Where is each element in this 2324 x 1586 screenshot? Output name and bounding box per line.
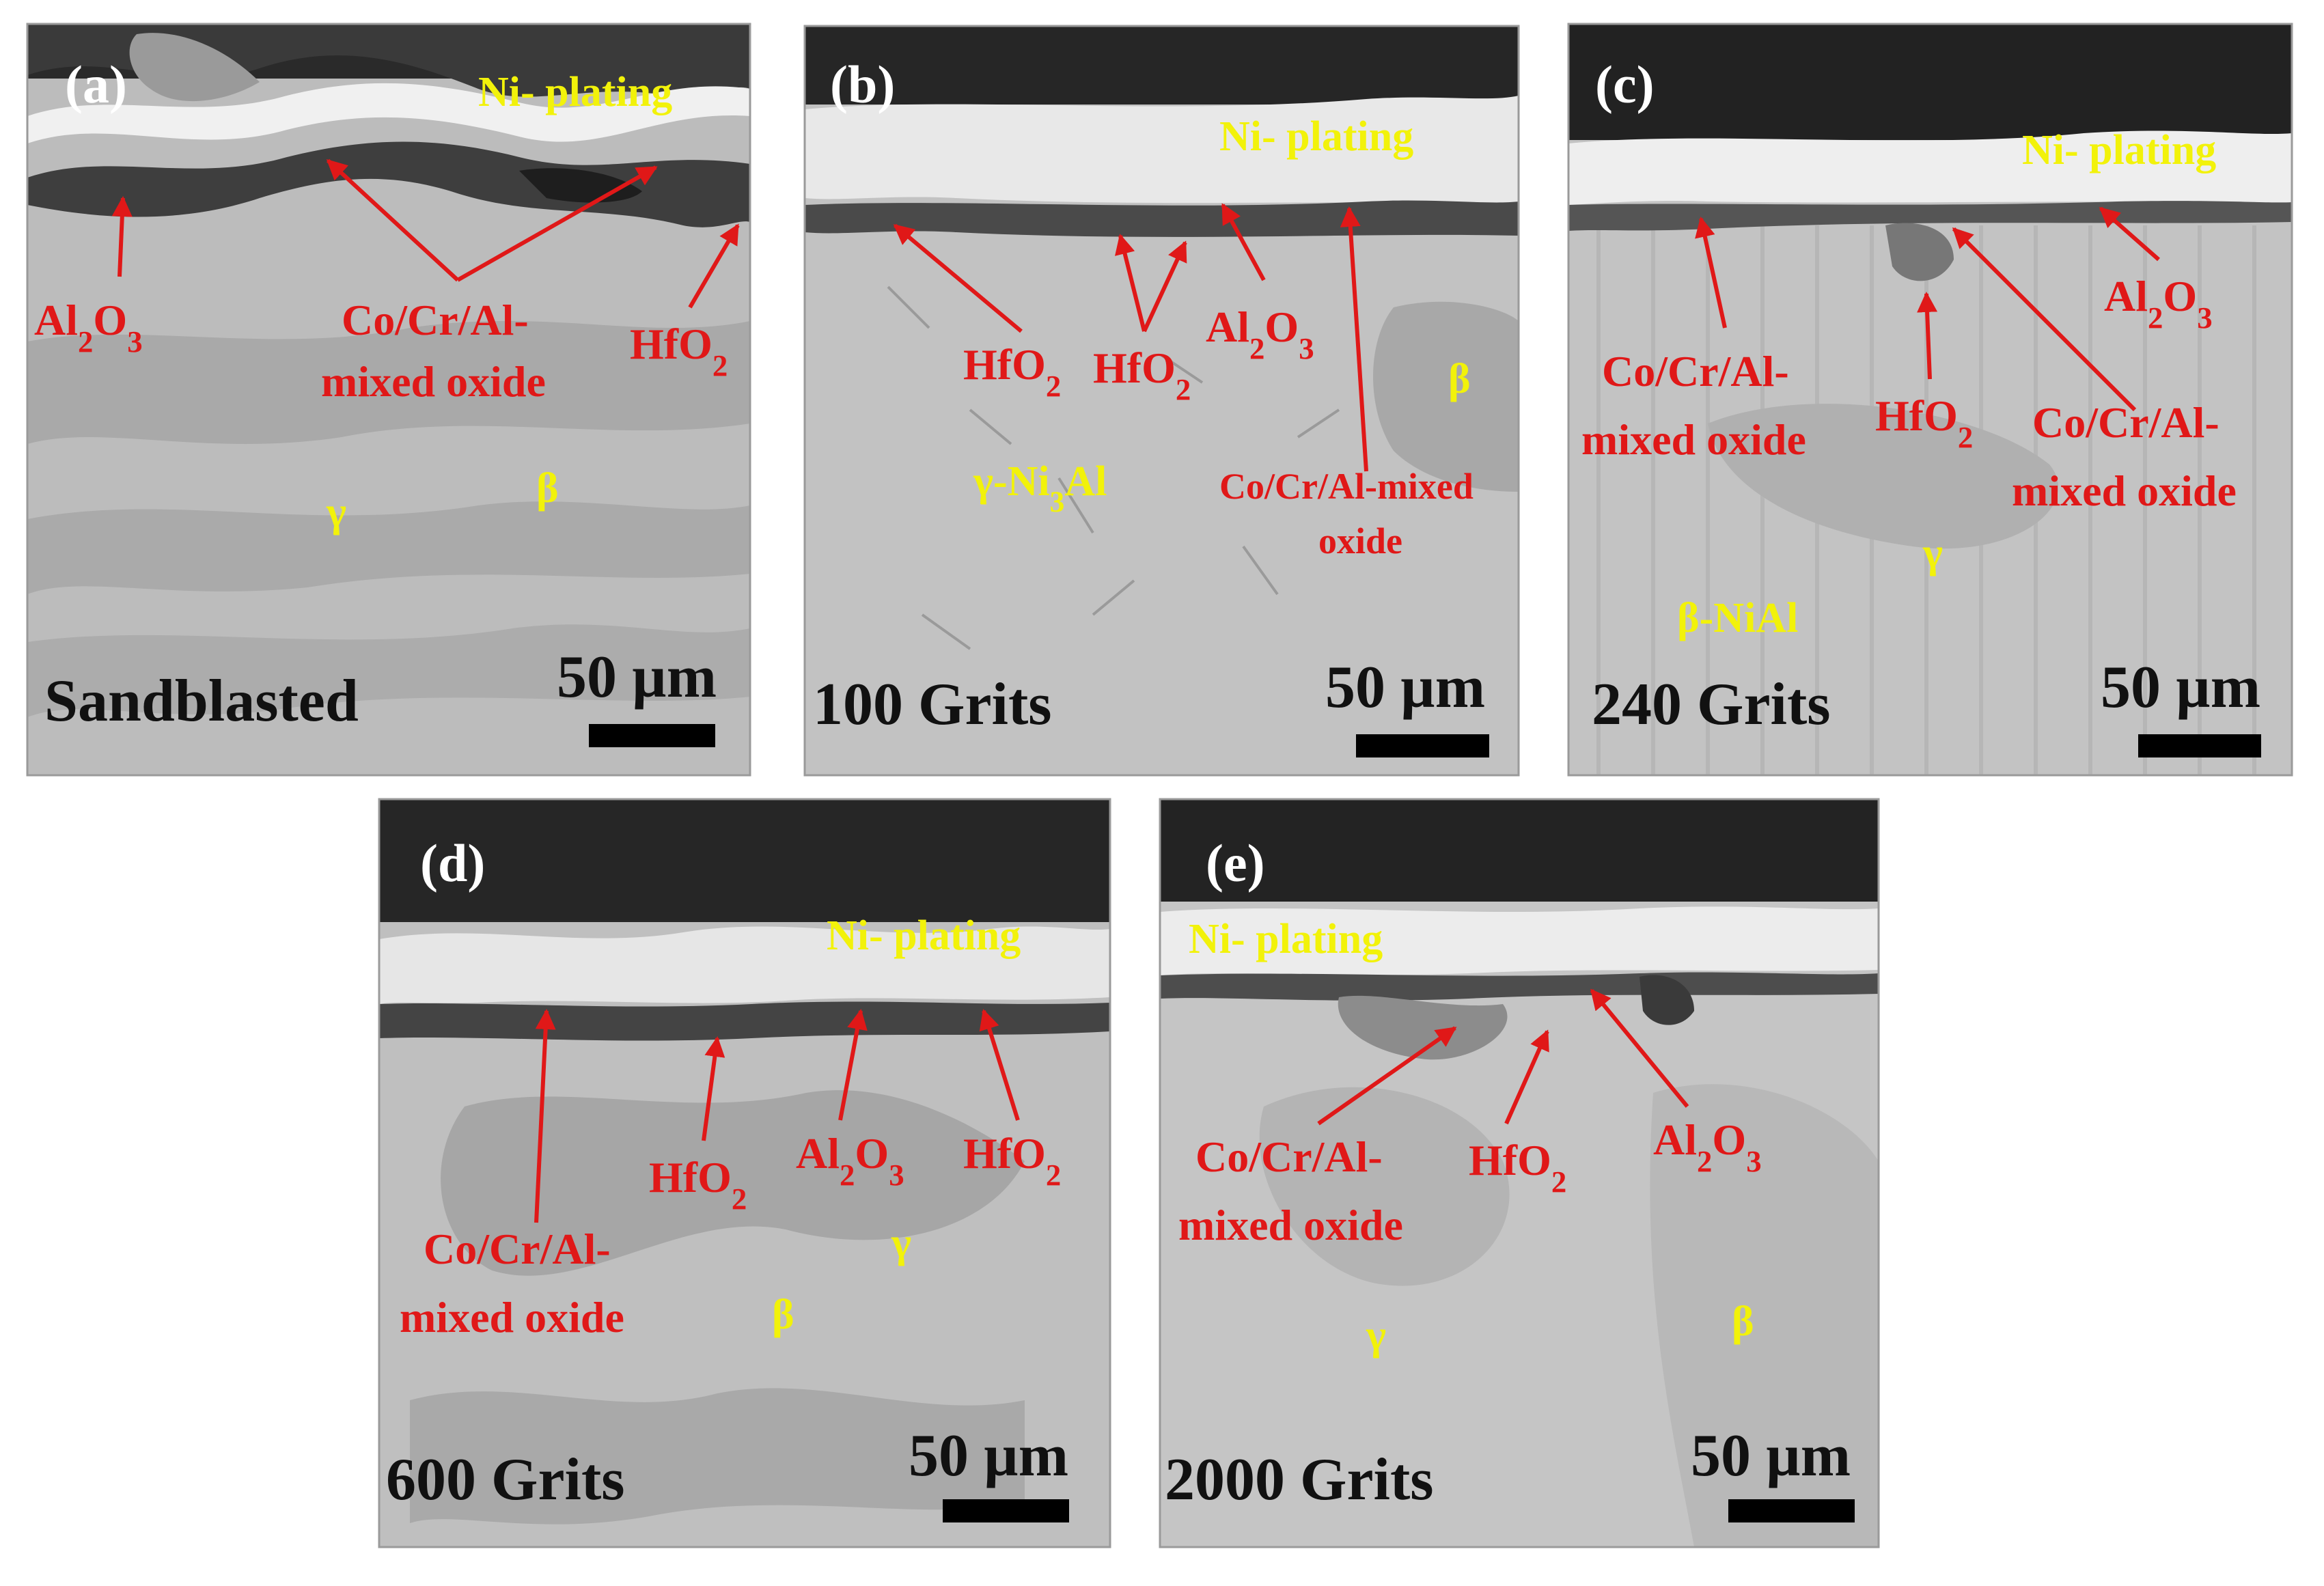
annotation-mixed-oxide: mixed oxide [1581, 415, 1806, 464]
scale-bar-label: 50 µm [1691, 1423, 1851, 1489]
panel-c-micrograph [1568, 24, 2292, 775]
annotation-al2o3: Al2O3 [2104, 272, 2213, 335]
panel-label: (d) [420, 833, 485, 893]
panel-label: (a) [65, 55, 127, 114]
arrow [893, 203, 1368, 472]
scale-bar [943, 1499, 1069, 1522]
annotation-co-cr-al: Co/Cr/Al- [342, 296, 529, 344]
scale-bar [1356, 734, 1489, 757]
annotation-co-cr-al: Co/Cr/Al- [424, 1225, 611, 1273]
annotation-al2o3: Al2O3 [1653, 1115, 1762, 1178]
annotation-hfo2: HfO2 [630, 320, 728, 382]
phase-label-beta: β [1448, 356, 1471, 402]
annotation-co-cr-al: Co/Cr/Al- [2032, 398, 2219, 447]
annotation-mixed-oxide: mixed oxide [2012, 467, 2237, 515]
condition-caption: 100 Grits [813, 671, 1052, 738]
annotation-hfo2: HfO2 [1469, 1136, 1566, 1199]
phase-label-ni-plating: Ni- plating [2022, 127, 2216, 173]
panel-e: (e) Ni- plating γ β Co/Cr/Al- mixed oxid… [1159, 798, 1880, 1548]
annotation-hfo2: HfO2 [649, 1153, 747, 1216]
condition-caption: Sandblasted [44, 668, 359, 734]
arrow [534, 1009, 1020, 1223]
arrow [1695, 206, 2160, 412]
panel-a-micrograph [27, 24, 750, 775]
annotation-mixed-oxide: mixed oxide [1178, 1201, 1403, 1249]
phase-label-gamma-ni3al: γ-Ni3Al [973, 458, 1107, 518]
panel-a: (a) Ni- plating β γ Al2O3 Co/Cr/Al- mixe… [26, 23, 751, 777]
annotation-al2o3: Al2O3 [34, 296, 143, 359]
phase-label-gamma: γ [326, 489, 346, 535]
panel-b: (b) Ni- plating β γ-Ni3Al HfO2 HfO2 Al2O… [803, 25, 1520, 777]
annotation-mixed-oxide: mixed oxide [321, 357, 546, 406]
panel-e-micrograph [1160, 799, 1879, 1547]
scale-bar [589, 724, 715, 747]
phase-label-ni-plating: Ni- plating [1219, 113, 1413, 160]
phase-label-ni-plating: Ni- plating [1189, 916, 1383, 962]
phase-label-ni-plating: Ni- plating [478, 69, 672, 115]
annotation-mixed-oxide: mixed oxide [400, 1293, 624, 1341]
scale-bar-label: 50 µm [909, 1423, 1068, 1489]
panel-d: (d) Ni- plating γ β HfO2 Al2O3 HfO2 Co/C… [378, 798, 1111, 1548]
arrow [1317, 988, 1689, 1126]
condition-caption: 240 Grits [1592, 671, 1831, 738]
phase-label-gamma: γ [1366, 1312, 1386, 1359]
scale-bar-label: 50 µm [557, 644, 717, 710]
panel-label: (c) [1595, 55, 1655, 114]
scale-bar [2138, 734, 2261, 757]
annotation-hfo2: HfO2 [963, 340, 1061, 403]
phase-label-gamma: γ [891, 1220, 911, 1266]
annotation-al2o3: Al2O3 [1206, 303, 1314, 365]
panel-label: (b) [830, 55, 895, 114]
panel-b-micrograph [805, 26, 1519, 775]
condition-caption: 600 Grits [386, 1447, 625, 1513]
phase-label-beta: β [1732, 1298, 1754, 1345]
annotation-co-cr-al: Co/Cr/Al- [1602, 347, 1789, 395]
arrow [111, 158, 740, 309]
annotation-co-cr-al: Co/Cr/Al- [1195, 1132, 1383, 1181]
annotation-oxide: oxide [1318, 520, 1402, 561]
scale-bar-label: 50 µm [1325, 654, 1485, 721]
annotation-al2o3: Al2O3 [796, 1129, 904, 1192]
panel-c: (c) Ni- plating γ β-NiAl Co/Cr/Al- mixed… [1567, 23, 2293, 777]
scale-bar [1728, 1499, 1855, 1522]
annotation-hfo2: HfO2 [963, 1129, 1061, 1192]
phase-label-ni-plating: Ni- plating [827, 913, 1021, 959]
condition-caption: 2000 Grits [1165, 1447, 1434, 1513]
phase-label-gamma: γ [1922, 530, 1943, 576]
annotation-co-cr-al-mixed: Co/Cr/Al-mixed [1219, 466, 1474, 507]
panel-label: (e) [1206, 833, 1265, 893]
annotation-hfo2: HfO2 [1875, 391, 1973, 454]
phase-label-beta-nial: β-NiAl [1677, 595, 1798, 641]
panel-d-micrograph [379, 799, 1110, 1547]
phase-label-beta: β [772, 1292, 794, 1338]
annotation-hfo2: HfO2 [1093, 344, 1191, 406]
phase-label-beta: β [536, 465, 559, 512]
scale-bar-label: 50 µm [2101, 654, 2260, 721]
